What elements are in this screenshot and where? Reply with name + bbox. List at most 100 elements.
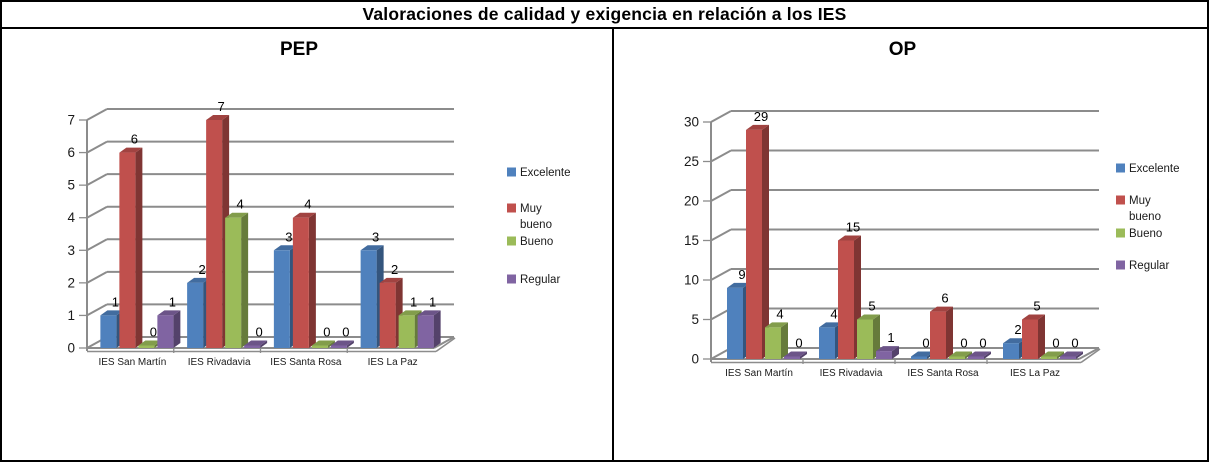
value-label: 5	[1033, 299, 1040, 314]
legend-label: Excelente	[1129, 163, 1180, 175]
gridline-depth	[710, 189, 732, 202]
value-label: 1	[169, 294, 176, 309]
bar-top-face	[360, 245, 384, 251]
value-label: 0	[1071, 336, 1078, 351]
bar-bueno-3	[311, 340, 335, 348]
bar-regular-1	[157, 310, 181, 348]
value-label: 2	[199, 262, 206, 277]
bar-top-face	[292, 212, 316, 218]
legend-swatch	[507, 274, 516, 284]
bar-top-face	[330, 340, 354, 346]
bar-side-face	[1076, 351, 1083, 359]
value-label: 15	[846, 220, 860, 235]
legend-item-muy-bueno: Muy bueno	[507, 203, 552, 231]
bar-regular-2	[244, 340, 268, 348]
bar-front-face	[225, 217, 242, 348]
legend-label: Excelente	[520, 167, 571, 179]
bar-regular-2	[876, 346, 899, 359]
bar-bueno-2	[225, 212, 249, 348]
bar-bueno-2	[857, 314, 880, 359]
pep-chart-svg: PEP 0 1 2 3 4 5 6 7 IES San Martín IES Rivadavia IE…	[67, 39, 571, 368]
bar-muy-bueno-4	[1022, 314, 1045, 359]
bar-front-face	[930, 311, 946, 359]
value-label: 3	[372, 229, 379, 244]
bar-muy-bueno-3	[930, 306, 953, 359]
floor-depth-slab	[435, 337, 456, 353]
bar-top-face	[968, 351, 991, 357]
value-label: 1	[429, 294, 436, 309]
floor-depth-slab	[1080, 348, 1101, 364]
bar-side-face	[1038, 314, 1045, 359]
bar-top-face	[206, 115, 230, 120]
category-label: IES Rivadavia	[188, 357, 251, 368]
chart-title: PEP	[280, 39, 318, 60]
bar-side-face	[308, 212, 316, 348]
bar-front-face	[273, 250, 290, 348]
value-label: 4	[304, 197, 311, 212]
bar-front-face	[292, 217, 309, 348]
bar-top-face	[765, 322, 788, 328]
category-label: IES La Paz	[368, 357, 418, 368]
value-label: 2	[391, 262, 398, 277]
gridline-depth	[710, 149, 732, 163]
bar-bueno-1	[765, 322, 788, 359]
bar-top-face	[1003, 338, 1026, 344]
legend-item-excelente: Excelente	[507, 167, 571, 179]
gridline-depth	[86, 108, 108, 121]
bar-side-face	[173, 310, 181, 348]
bar-muy-bueno-3	[292, 212, 316, 348]
legend-label: Regular	[1129, 260, 1169, 272]
charts-row: PEP 0 1 2 3 4 5 6 7 IES San Martín IES Rivadavia IE…	[2, 29, 1207, 460]
value-label: 9	[738, 267, 745, 282]
bar-front-face	[746, 129, 762, 359]
bar-muy-bueno-1	[119, 147, 143, 348]
bar-front-face	[311, 345, 328, 348]
value-label: 2	[1014, 322, 1021, 337]
y-tick-label: 0	[67, 341, 75, 356]
legend-swatch	[1116, 228, 1125, 238]
value-label: 0	[342, 325, 349, 340]
bar-top-face	[398, 310, 422, 316]
value-label: 29	[754, 109, 768, 124]
legend-item-bueno: Bueno	[1116, 228, 1162, 240]
y-tick-label: 15	[684, 233, 699, 248]
bar-bueno-3	[949, 351, 972, 359]
bar-top-face	[273, 245, 297, 251]
gridline-depth	[710, 268, 732, 281]
bar-top-face	[100, 310, 124, 316]
y-tick-label: 30	[684, 115, 699, 130]
bar-top-face	[1022, 314, 1045, 320]
bar-side-face	[433, 310, 441, 348]
gridline-depth	[86, 238, 108, 252]
bar-side-face	[762, 124, 769, 360]
bar-top-face	[838, 235, 861, 241]
value-label: 1	[112, 294, 119, 309]
bar-front-face	[819, 327, 835, 359]
value-label: 7	[218, 99, 225, 114]
bar-top-face	[138, 340, 162, 346]
bar-top-face	[876, 346, 899, 352]
bar-side-face	[873, 314, 880, 359]
bar-front-face	[727, 287, 743, 359]
value-label: 1	[887, 330, 894, 345]
value-label: 3	[285, 229, 292, 244]
legend-swatch	[507, 236, 516, 246]
bar-front-face	[360, 250, 377, 348]
bar-side-face	[1057, 351, 1064, 359]
bar-top-face	[379, 277, 403, 283]
bar-top-face	[949, 351, 972, 357]
legend-label: Muy bueno	[1129, 195, 1161, 223]
gridline-depth	[86, 303, 108, 317]
value-label: 0	[979, 336, 986, 351]
legend-item-bueno: Bueno	[507, 236, 553, 248]
bar-top-face	[1060, 351, 1083, 357]
bar-side-face	[892, 346, 899, 359]
bar-front-face	[417, 315, 434, 348]
legend-swatch	[1116, 260, 1125, 270]
bar-front-face	[1041, 356, 1057, 359]
legend-label: Regular	[520, 274, 560, 286]
bar-front-face	[157, 315, 174, 348]
value-label: 1	[410, 294, 417, 309]
